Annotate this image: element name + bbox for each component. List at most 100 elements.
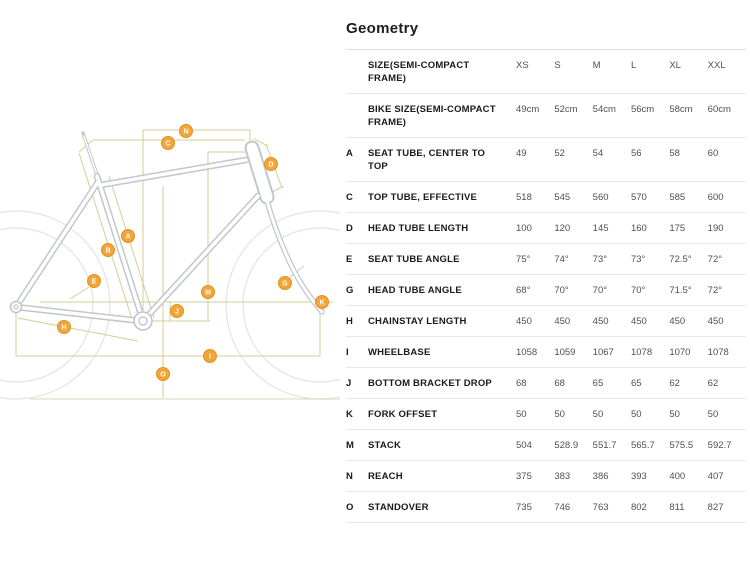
row-value: 450: [516, 316, 532, 327]
row-label: SIZE(SEMI-COMPACT FRAME): [368, 60, 470, 84]
row-value: 1078: [630, 347, 653, 358]
row-value: 60: [707, 148, 719, 159]
row-value: 56cm: [630, 104, 655, 115]
table-row: K FORK OFFSET 50 50 50 50 50 50: [346, 399, 746, 430]
row-value: 71.5°: [669, 285, 692, 296]
row-value: 120: [554, 223, 571, 234]
row-value: 811: [669, 502, 685, 513]
page-title: Geometry: [346, 20, 419, 37]
row-value: 73°: [630, 254, 646, 265]
table-row: O STANDOVER 735 746 763 802 811 827: [346, 492, 746, 523]
row-value: 1058: [516, 347, 538, 358]
row-value: 50: [516, 409, 527, 420]
row-value: 565.7: [630, 440, 655, 451]
row-value: 1067: [592, 347, 614, 358]
table-row: H CHAINSTAY LENGTH 450 450 450 450 450 450: [346, 306, 746, 337]
row-label: TOP TUBE, EFFECTIVE: [368, 192, 478, 203]
marker-A: [121, 229, 135, 243]
row-value: 73°: [592, 254, 608, 265]
marker-G: [278, 276, 292, 290]
marker-letter: O: [160, 372, 166, 379]
marker-C: [161, 136, 175, 150]
row-value: 68°: [516, 285, 531, 296]
row-value: 70°: [630, 285, 646, 296]
marker-H: [57, 320, 71, 334]
marker-letter: K: [319, 300, 324, 307]
row-value: 50: [554, 409, 565, 420]
bike-frame: [9, 131, 325, 331]
row-label: BIKE SIZE(SEMI-COMPACT FRAME): [368, 104, 496, 128]
row-value: M: [592, 60, 601, 71]
row-letter: D: [346, 223, 353, 234]
row-value: 54cm: [592, 104, 616, 115]
row-letter: O: [346, 502, 354, 513]
row-value: 518: [516, 192, 532, 203]
row-value: 1070: [669, 347, 691, 358]
row-value: 560: [592, 192, 609, 203]
row-value: 62: [707, 378, 719, 389]
row-value: L: [630, 60, 637, 71]
row-value: 50: [707, 409, 719, 420]
row-value: 50: [630, 409, 642, 420]
row-value: 450: [669, 316, 686, 327]
row-value: 175: [669, 223, 686, 234]
marker-letter: G: [282, 281, 288, 288]
table-row: J BOTTOM BRACKET DROP 68 68 65 65 62 62: [346, 368, 746, 399]
wheel-circles: [0, 210, 340, 400]
marker-K: [315, 295, 329, 309]
row-value: XS: [516, 60, 529, 71]
row-value: 375: [516, 471, 532, 482]
row-letter: N: [346, 471, 353, 482]
table-row: G HEAD TUBE ANGLE 68° 70° 70° 70° 71.5° 72°: [346, 275, 746, 306]
row-letter: H: [346, 316, 353, 327]
table-row: E SEAT TUBE ANGLE 75° 74° 73° 73° 72.5° 72°: [346, 244, 746, 275]
row-value: 100: [516, 223, 532, 234]
row-value: 75°: [516, 254, 531, 265]
row-label: FORK OFFSET: [368, 409, 438, 420]
geometry-table: SIZE(SEMI-COMPACT FRAME) XS S M L XL XXL BIKE S…: [346, 49, 746, 523]
row-value: 551.7: [592, 440, 617, 451]
row-label: HEAD TUBE LENGTH: [368, 223, 469, 234]
row-letter: G: [346, 285, 354, 296]
row-value: 65: [592, 378, 604, 389]
row-value: 600: [707, 192, 724, 203]
table-row: I WHEELBASE 1058 1059 1067 1078 1070 1078: [346, 337, 746, 368]
row-value: 763: [592, 502, 609, 513]
row-value: 450: [554, 316, 571, 327]
marker-letter: E: [92, 279, 97, 286]
row-letter: M: [346, 440, 354, 451]
marker-letter: D: [268, 162, 273, 169]
row-value: 386: [592, 471, 609, 482]
row-value: 72°: [707, 254, 723, 265]
marker-O: [156, 367, 170, 381]
row-value: 802: [630, 502, 647, 513]
row-value: 50: [592, 409, 604, 420]
marker-letter: H: [61, 325, 66, 332]
row-value: 450: [630, 316, 647, 327]
row-value: 190: [707, 223, 724, 234]
table-row: M STACK 504 528.9 551.7 565.7 575.5 592.7: [346, 430, 746, 461]
row-value: 450: [707, 316, 724, 327]
row-value: 74°: [554, 254, 569, 265]
row-value: 68: [516, 378, 527, 389]
row-letter: I: [346, 347, 349, 358]
table-row: BIKE SIZE(SEMI-COMPACT FRAME) 49cm 52cm 54c…: [346, 94, 746, 138]
row-value: 592.7: [707, 440, 732, 451]
table-row: D HEAD TUBE LENGTH 100 120 145 160 175 190: [346, 213, 746, 244]
row-value: 504: [516, 440, 532, 451]
row-value: 54: [592, 148, 604, 159]
row-value: 52cm: [554, 104, 578, 115]
row-value: XXL: [707, 60, 726, 71]
row-letter: C: [346, 192, 353, 203]
row-label: REACH: [368, 471, 403, 482]
marker-D: [264, 157, 278, 171]
marker-letter: J: [175, 309, 179, 316]
row-label: SEAT TUBE ANGLE: [368, 254, 460, 265]
row-value: 145: [592, 223, 609, 234]
row-value: 585: [669, 192, 686, 203]
row-value: 62: [669, 378, 680, 389]
row-value: 65: [630, 378, 642, 389]
row-value: 393: [630, 471, 647, 482]
row-value: 60cm: [707, 104, 731, 115]
row-value: 735: [516, 502, 532, 513]
